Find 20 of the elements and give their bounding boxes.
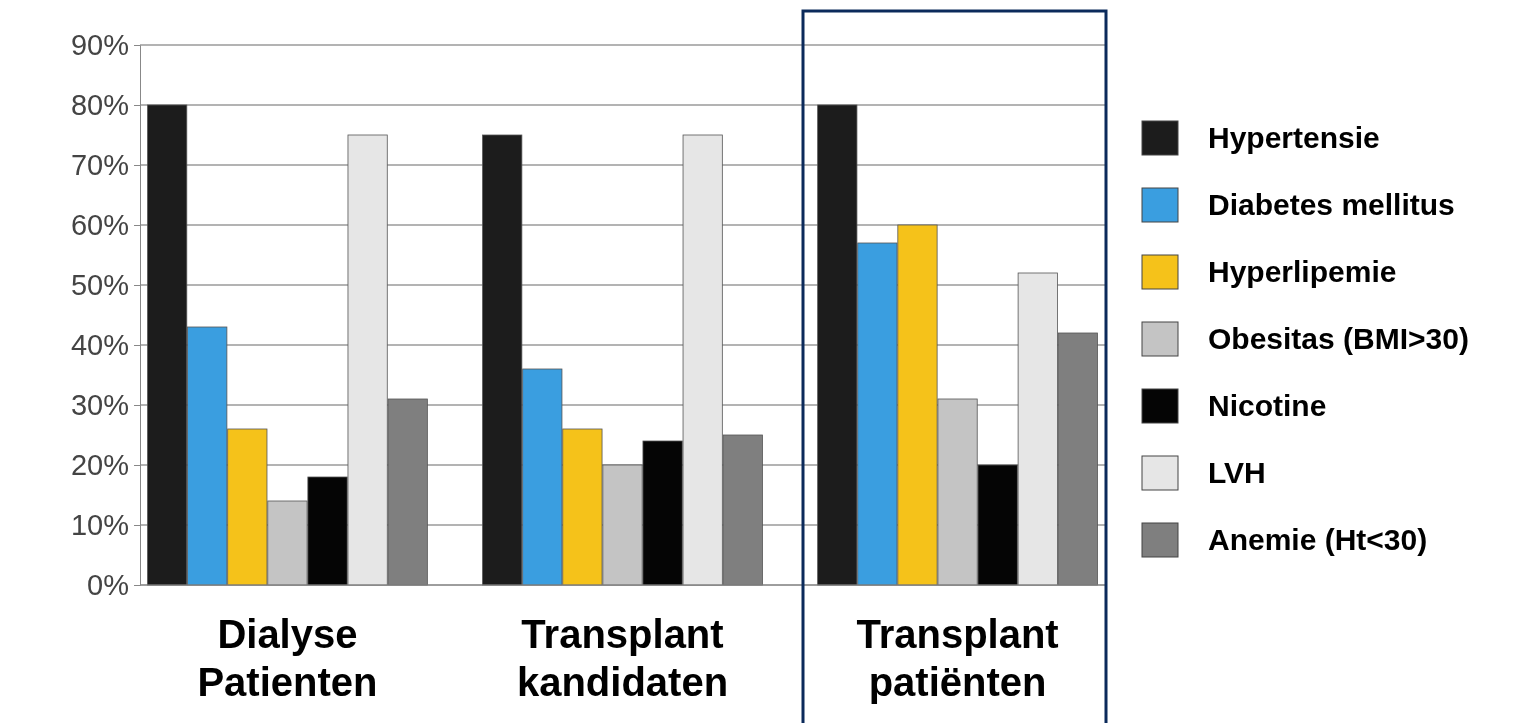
x-tick-label: Transplant patiënten: [856, 612, 1059, 704]
legend-label: Hypertensie: [1208, 121, 1380, 154]
y-tick-label: 60%: [70, 208, 129, 241]
y-tick-label: 70%: [70, 148, 129, 181]
y-tick-label: 90%: [70, 28, 129, 61]
y-tick-label: 30%: [70, 388, 129, 421]
legend-label: Anemie (Ht<30): [1208, 523, 1428, 556]
y-tick-label: 0%: [87, 568, 129, 601]
y-tick-label: 40%: [70, 328, 129, 361]
x-tick-label: Dialyse Patienten: [197, 612, 378, 704]
legend-label: LVH: [1208, 456, 1266, 489]
y-tick-label: 50%: [70, 268, 129, 301]
x-tick-label: Transplant kandidaten: [516, 612, 729, 704]
y-tick-label: 10%: [70, 508, 129, 541]
y-tick-label: 80%: [70, 88, 129, 121]
legend-label: Obesitas (BMI>30): [1208, 322, 1469, 355]
y-tick-label: 20%: [70, 448, 129, 481]
legend-label: Hyperlipemie: [1208, 255, 1397, 288]
legend-label: Diabetes mellitus: [1208, 188, 1455, 221]
legend-label: Nicotine: [1208, 389, 1327, 422]
